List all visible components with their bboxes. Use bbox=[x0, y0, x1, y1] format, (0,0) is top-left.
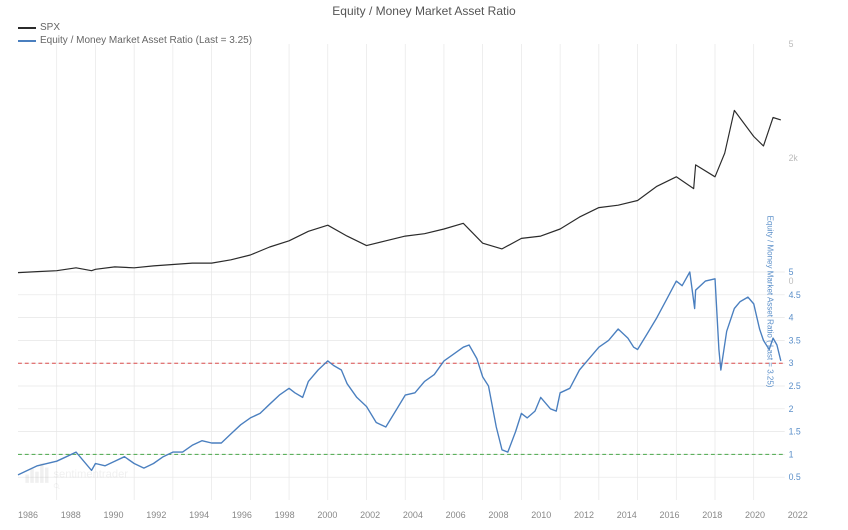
x-tick-label: 2014 bbox=[617, 510, 637, 520]
x-tick-label: 1996 bbox=[232, 510, 252, 520]
x-tick-label: 2006 bbox=[446, 510, 466, 520]
svg-text:sentimentrader: sentimentrader bbox=[53, 468, 128, 480]
x-axis: 1986 1988 1990 1992 1994 1996 1998 2000 2002 2004… bbox=[18, 510, 808, 520]
svg-text:2.5: 2.5 bbox=[789, 381, 801, 391]
x-tick-label: 2000 bbox=[317, 510, 337, 520]
x-tick-label: 2022 bbox=[788, 510, 808, 520]
watermark-logo: sentimentrader bbox=[24, 453, 164, 494]
x-tick-label: 2020 bbox=[745, 510, 765, 520]
svg-text:5: 5 bbox=[789, 39, 794, 49]
x-tick-label: 1992 bbox=[146, 510, 166, 520]
x-tick-label: 1998 bbox=[275, 510, 295, 520]
svg-text:4.5: 4.5 bbox=[789, 290, 801, 300]
chart-plot-area: 54.543.532.521.510.552k0 bbox=[18, 44, 808, 500]
svg-text:3: 3 bbox=[789, 358, 794, 368]
x-tick-label: 2016 bbox=[659, 510, 679, 520]
x-tick-label: 1994 bbox=[189, 510, 209, 520]
x-tick-label: 2012 bbox=[574, 510, 594, 520]
svg-text:2: 2 bbox=[789, 404, 794, 414]
chart-svg: 54.543.532.521.510.552k0 bbox=[18, 44, 808, 500]
x-tick-label: 2002 bbox=[360, 510, 380, 520]
svg-text:0: 0 bbox=[789, 276, 794, 286]
x-tick-label: 2004 bbox=[403, 510, 423, 520]
svg-text:2k: 2k bbox=[789, 153, 799, 163]
x-tick-label: 1986 bbox=[18, 510, 38, 520]
x-tick-label: 2010 bbox=[531, 510, 551, 520]
x-tick-label: 2008 bbox=[488, 510, 508, 520]
legend-swatch bbox=[18, 40, 36, 42]
legend-item-spx: SPX bbox=[18, 22, 252, 33]
x-tick-label: 2018 bbox=[702, 510, 722, 520]
svg-text:1.5: 1.5 bbox=[789, 426, 801, 436]
svg-text:4: 4 bbox=[789, 312, 794, 322]
svg-text:0.5: 0.5 bbox=[789, 472, 801, 482]
svg-text:1: 1 bbox=[789, 449, 794, 459]
svg-text:3.5: 3.5 bbox=[789, 335, 801, 345]
x-tick-label: 1990 bbox=[104, 510, 124, 520]
chart-title: Equity / Money Market Asset Ratio bbox=[0, 4, 848, 18]
legend-label: SPX bbox=[40, 22, 60, 33]
legend-swatch bbox=[18, 27, 36, 29]
y2-axis-label: Equity / Money Market Asset Ratio ( Last… bbox=[766, 215, 775, 387]
x-tick-label: 1988 bbox=[61, 510, 81, 520]
